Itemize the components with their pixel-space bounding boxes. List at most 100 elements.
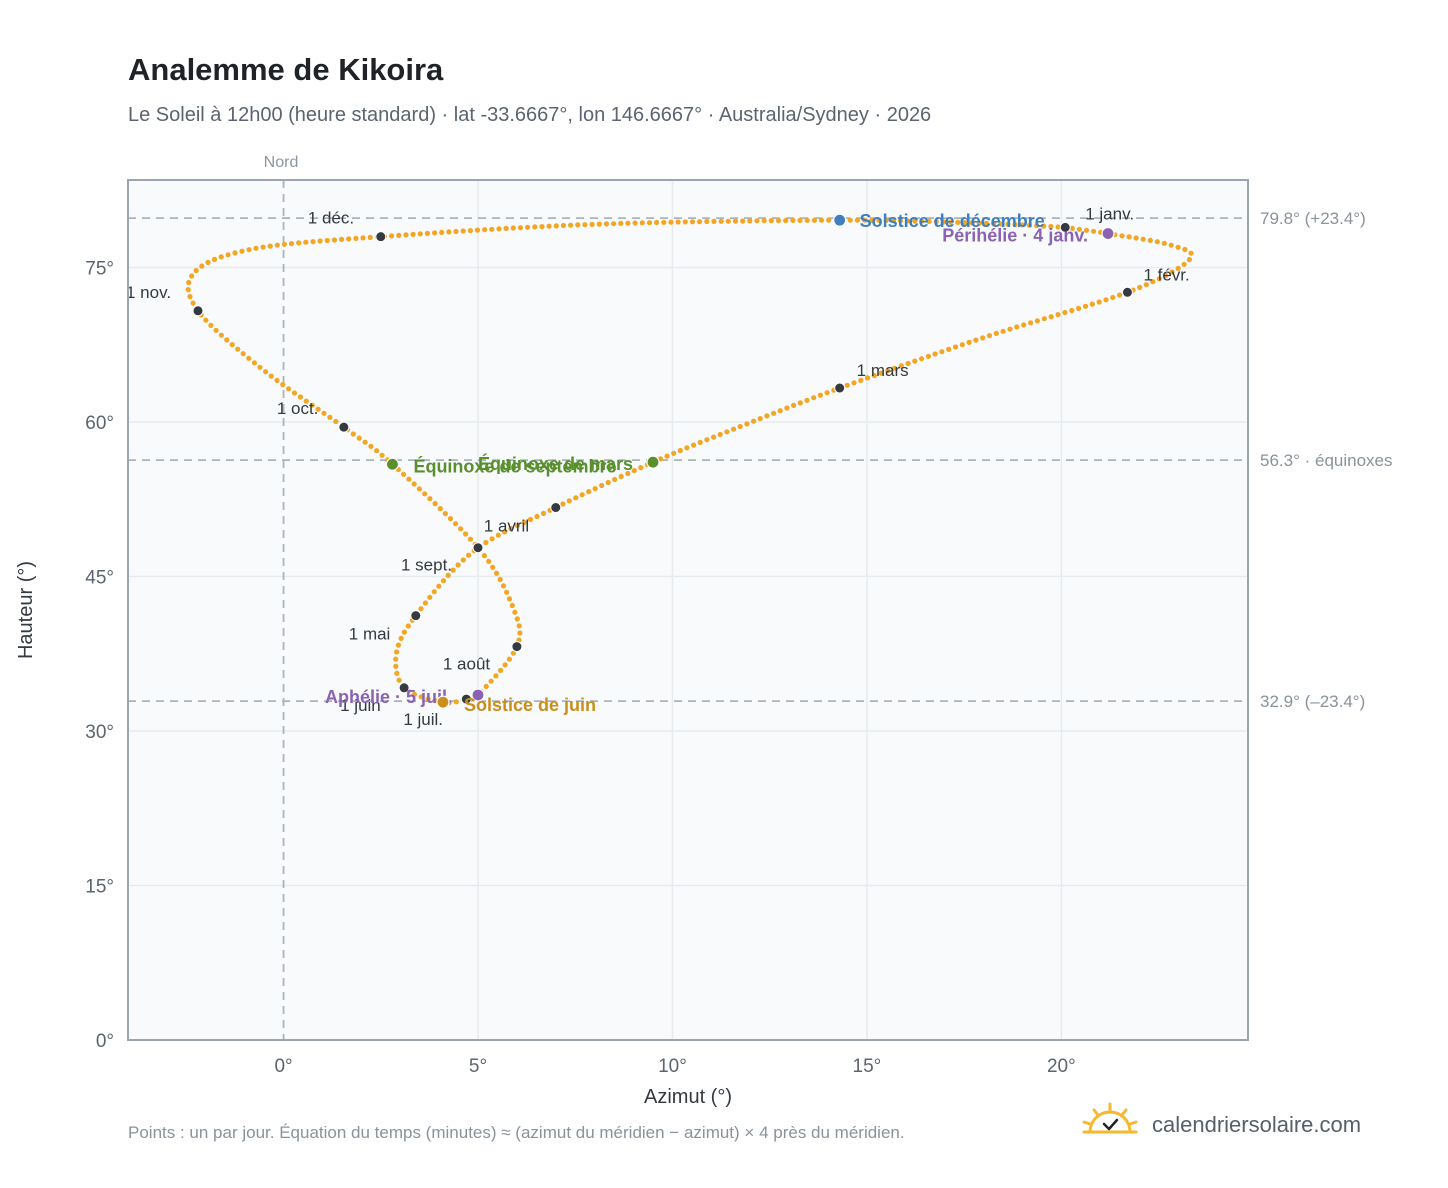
event-marker [646, 455, 660, 469]
daily-sun-point [704, 437, 710, 443]
daily-sun-point [871, 372, 877, 379]
daily-sun-point [998, 221, 1004, 227]
daily-sun-point [592, 486, 598, 492]
y-tick-label: 45° [85, 568, 114, 589]
daily-sun-point [467, 536, 474, 542]
daily-sun-point [486, 558, 492, 565]
daily-sun-point [239, 248, 245, 254]
daily-sun-point [1055, 224, 1061, 230]
daily-sun-point [589, 221, 595, 227]
event-label: Périhélie · 4 janv. [942, 226, 1088, 246]
daily-sun-point [1119, 233, 1125, 239]
event-label: Solstice de juin [464, 695, 596, 715]
plot-frame [127, 179, 1249, 1041]
daily-sun-point [1069, 307, 1075, 314]
daily-sun-point [1188, 250, 1194, 256]
daily-sun-point [401, 471, 407, 477]
daily-sun-point [460, 228, 466, 234]
daily-sun-point [436, 583, 442, 589]
daily-sun-point [267, 243, 273, 249]
month-label: 1 janv. [1085, 204, 1134, 223]
daily-sun-point [374, 448, 380, 454]
event-marker [1101, 226, 1115, 241]
daily-sun-point [467, 228, 473, 234]
daily-sun-point [251, 360, 257, 366]
daily-sun-point [771, 410, 777, 416]
daily-sun-point [864, 375, 871, 381]
daily-sun-point [1034, 318, 1040, 324]
daily-sun-point [396, 232, 402, 238]
daily-sun-point [939, 349, 945, 355]
y-tick-label: 60° [85, 413, 114, 434]
daily-sun-point [1175, 244, 1181, 250]
brand-name: calendriersolaire.com [1152, 1112, 1362, 1137]
daily-sun-point [360, 235, 366, 241]
daily-sun-point [1076, 226, 1082, 232]
daily-sun-point [1034, 223, 1040, 229]
daily-sun-point [711, 218, 717, 224]
daily-sun-point [1091, 228, 1097, 234]
brand[interactable]: calendriersolaire.com [1082, 1100, 1382, 1148]
y-axis-label: Hauteur (°) [15, 561, 37, 659]
daily-sun-point [422, 491, 428, 497]
daily-sun-point [353, 235, 359, 241]
chart-subtitle: Le Soleil à 12h00 (heure standard) · lat… [128, 104, 932, 126]
month-marker [375, 231, 387, 243]
daily-sun-point [858, 377, 864, 383]
daily-sun-point [851, 380, 857, 386]
daily-sun-point [1154, 239, 1160, 245]
analemma-curve [185, 217, 1194, 706]
daily-sun-point [731, 426, 737, 432]
daily-sun-point [919, 356, 925, 362]
daily-sun-point [757, 416, 763, 422]
daily-sun-point [933, 219, 939, 225]
daily-sun-point [991, 221, 997, 227]
daily-sun-point [274, 377, 280, 383]
daily-sun-point [599, 482, 605, 489]
daily-sun-point [327, 414, 333, 420]
daily-sun-point [321, 410, 327, 416]
daily-sun-point [804, 217, 810, 223]
month-label: 1 nov. [126, 283, 171, 302]
daily-sun-point [1133, 235, 1139, 241]
daily-sun-point [1048, 223, 1054, 230]
daily-sun-point [625, 220, 631, 226]
grid-lines [128, 180, 1248, 1040]
daily-sun-point [339, 236, 345, 242]
month-label: 1 oct. [277, 399, 319, 418]
daily-sun-point [317, 238, 323, 244]
daily-sun-point [885, 368, 891, 374]
daily-sun-point [582, 222, 588, 228]
daily-sun-point [876, 217, 882, 223]
daily-sun-point [586, 489, 592, 495]
reference-line-label: 32.9° (–23.4°) [1260, 692, 1365, 711]
daily-sun-point [450, 567, 456, 573]
daily-sun-point [671, 450, 677, 456]
daily-sun-point [764, 413, 770, 419]
month-label: 1 déc. [308, 209, 354, 228]
daily-sun-point [618, 220, 624, 226]
daily-sun-point [1103, 297, 1109, 303]
daily-sun-point [534, 513, 540, 520]
daily-sun-point [811, 217, 818, 223]
daily-sun-point [747, 218, 753, 224]
daily-sun-point [483, 683, 489, 690]
daily-sun-point [1150, 279, 1156, 285]
daily-sun-point [411, 481, 417, 487]
daily-sun-point [1069, 225, 1075, 231]
daily-sun-point [411, 691, 418, 697]
daily-sun-point [213, 327, 219, 333]
x-tick-label: 0° [274, 1056, 292, 1077]
daily-sun-point [946, 346, 952, 352]
month-label: 1 mai [349, 625, 391, 644]
north-label: Nord [264, 154, 299, 171]
y-tick-label: 75° [85, 259, 114, 280]
daily-sun-point [1186, 256, 1192, 263]
daily-sun-point [654, 219, 660, 226]
axes: 0° 5° 10° 15° 20° 0° 15° 30° 45° 60° 75° [85, 179, 1249, 1077]
event-label: Équinoxe de mars [478, 453, 633, 474]
x-tick-label: 10° [658, 1056, 687, 1077]
daily-sun-point [1110, 294, 1116, 301]
daily-sun-point [446, 229, 452, 235]
daily-sun-point [517, 225, 524, 231]
